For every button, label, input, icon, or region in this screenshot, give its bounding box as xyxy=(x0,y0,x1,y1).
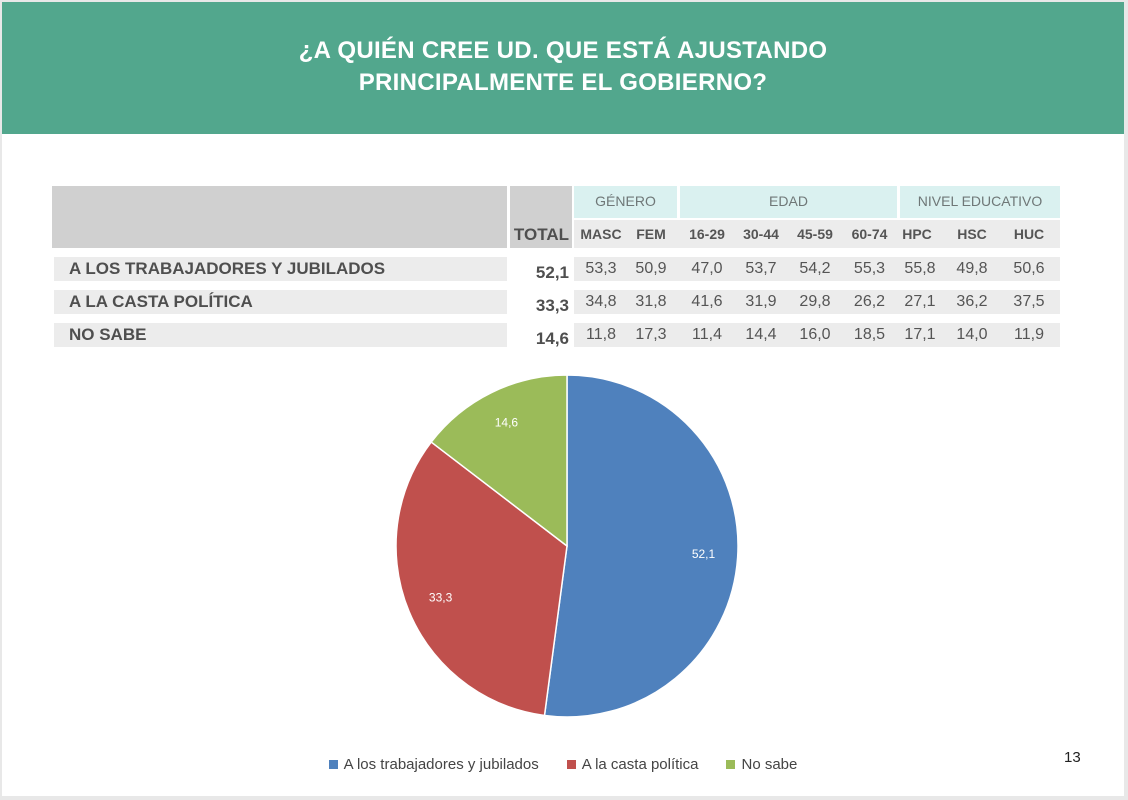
row-label-trabajadores: A LOS TRABAJADORES Y JUBILADOS xyxy=(54,257,507,281)
table-cell: 29,8 xyxy=(799,293,831,310)
col-header-hsc: HSC xyxy=(957,226,987,242)
row-total-no-sabe: 14,6 xyxy=(535,329,569,348)
table-cell: 55,3 xyxy=(853,260,886,277)
col-header-30-44: 30-44 xyxy=(743,226,779,242)
table-cell: 18,5 xyxy=(853,326,886,343)
table-cell: 55,8 xyxy=(904,260,936,277)
col-header-45-59: 45-59 xyxy=(797,226,833,242)
legend-label: No sabe xyxy=(741,756,798,773)
legend-swatch-red xyxy=(566,760,576,769)
table-cell: 37,5 xyxy=(1013,293,1045,310)
table-cell: 41,6 xyxy=(691,293,723,310)
row-total-trabajadores: 52,1 xyxy=(535,263,569,282)
row-label-no-sabe: NO SABE xyxy=(54,323,507,347)
table-cell: 31,9 xyxy=(745,293,777,310)
col-header-masc: MASC xyxy=(580,226,622,242)
row-label-casta-politica: A LA CASTA POLÍTICA xyxy=(54,290,507,314)
table-cell: 53,7 xyxy=(745,260,777,277)
table-cell: 49,8 xyxy=(956,260,988,277)
pie-chart: 52,1 33,3 14,6 xyxy=(395,374,739,718)
table-cell: 11,4 xyxy=(692,326,722,343)
pie-data-label-casta-politica: 33,3 xyxy=(429,591,453,605)
page-number: 13 xyxy=(1064,749,1081,766)
legend-label: A la casta política xyxy=(581,756,699,773)
pie-slice-no-sabe xyxy=(430,374,568,548)
slide-title: ¿A QUIÉN CREE UD. QUE ESTÁ AJUSTANDO PRI… xyxy=(2,35,1124,99)
table-cell: 31,8 xyxy=(635,293,667,310)
table-cell: 26,2 xyxy=(853,293,886,310)
col-header-hpc: HPC xyxy=(902,226,932,242)
legend-item-no-sabe: No sabe xyxy=(726,756,797,773)
total-header-label: TOTAL xyxy=(510,220,572,248)
row-values-bg xyxy=(574,323,1060,347)
col-header-60-74: 60-74 xyxy=(851,226,888,242)
table-cell: 54,2 xyxy=(799,260,831,277)
table-cell: 50,9 xyxy=(635,260,667,277)
pie-slice-trabajadores xyxy=(543,374,739,718)
pie-slice-casta-politica xyxy=(395,440,568,717)
pie-data-label-no-sabe: 14,6 xyxy=(495,416,519,430)
table-cell: 16,0 xyxy=(799,326,831,343)
table-cell: 53,3 xyxy=(585,260,617,277)
row-total-casta-politica: 33,3 xyxy=(535,296,569,315)
legend-swatch-blue xyxy=(328,760,338,769)
table-header-blank xyxy=(52,186,507,248)
group-header-edad: EDAD xyxy=(680,186,897,218)
title-line-2: PRINCIPALMENTE EL GOBIERNO? xyxy=(358,69,768,96)
table-cell: 17,3 xyxy=(635,326,667,343)
chart-legend: A los trabajadores y jubilados A la cast… xyxy=(2,756,1124,773)
table-cell: 14,0 xyxy=(956,326,988,343)
table-cell: 27,1 xyxy=(904,293,936,310)
col-header-16-29: 16-29 xyxy=(689,226,725,242)
title-line-1: ¿A QUIÉN CREE UD. QUE ESTÁ AJUSTANDO xyxy=(298,37,828,64)
col-header-fem: FEM xyxy=(636,226,666,242)
legend-item-trabajadores: A los trabajadores y jubilados xyxy=(328,756,539,773)
group-header-nivel-educativo: NIVEL EDUCATIVO xyxy=(900,186,1060,218)
row-values-bg xyxy=(574,257,1060,281)
row-values-bg xyxy=(574,290,1060,314)
table-cell: 11,8 xyxy=(586,326,616,343)
legend-label: A los trabajadores y jubilados xyxy=(343,756,539,773)
table-cell: 47,0 xyxy=(691,260,723,277)
table-cell: 17,1 xyxy=(904,326,936,343)
header-banner: ¿A QUIÉN CREE UD. QUE ESTÁ AJUSTANDO PRI… xyxy=(2,2,1124,134)
group-header-genero: GÉNERO xyxy=(574,186,677,218)
table-cell: 50,6 xyxy=(1013,260,1045,277)
table-cell: 14,4 xyxy=(745,326,777,343)
table-cell: 11,9 xyxy=(1014,326,1044,343)
legend-swatch-green xyxy=(726,760,736,769)
table-cell: 34,8 xyxy=(585,293,617,310)
table-cell: 36,2 xyxy=(956,293,988,310)
legend-item-casta-politica: A la casta política xyxy=(566,756,699,773)
col-header-huc: HUC xyxy=(1013,226,1045,242)
subheader-row-bg xyxy=(574,220,1060,248)
pie-data-label-trabajadores: 52,1 xyxy=(692,547,716,561)
